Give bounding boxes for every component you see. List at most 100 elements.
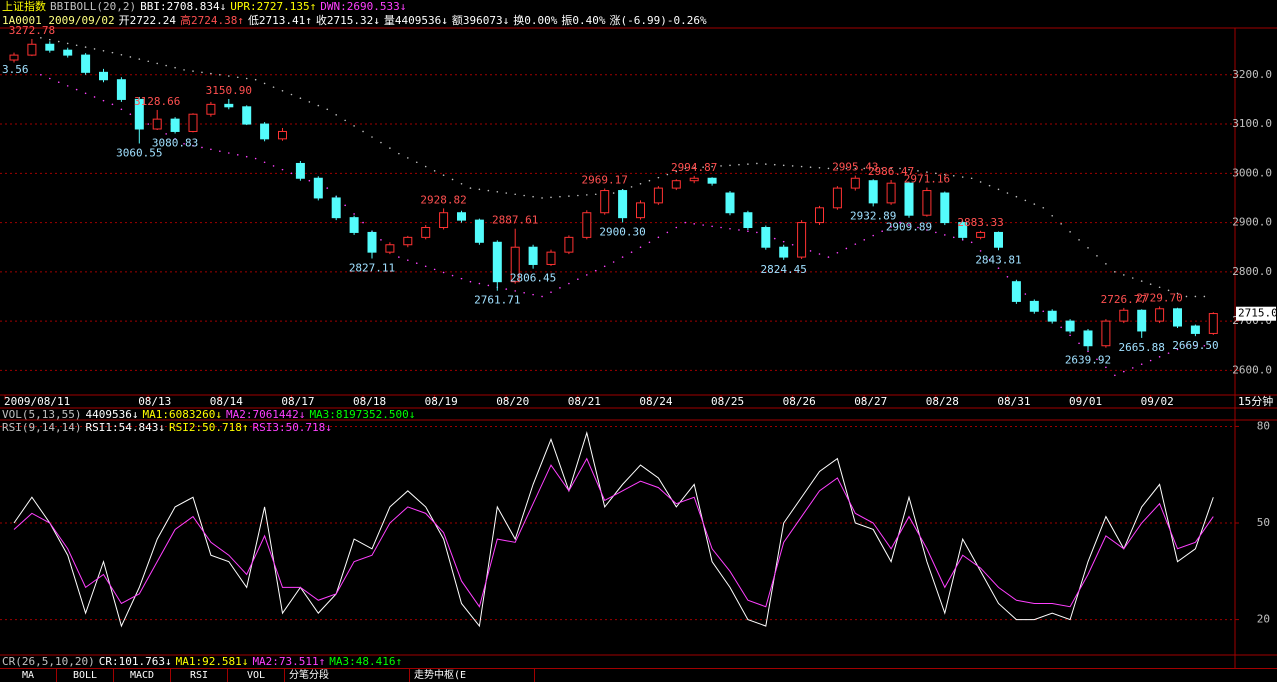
band-dot	[1105, 366, 1107, 369]
cr-line: CR(26,5,10,20) CR:101.763↓ MA1:92.581↓ MA2:…	[2, 655, 402, 669]
band-dot	[657, 176, 660, 179]
band-dot	[183, 69, 185, 71]
band-dot	[1203, 344, 1206, 347]
tab[interactable]: MA	[0, 669, 57, 682]
band-dot	[1194, 344, 1197, 347]
candle-body	[1208, 313, 1218, 334]
band-dot	[711, 225, 713, 228]
band-dot	[594, 193, 597, 196]
band-dot	[415, 262, 418, 265]
band-dot	[693, 223, 695, 225]
band-dot	[1185, 295, 1188, 298]
band-dot	[424, 265, 427, 268]
candle-body	[278, 130, 287, 140]
band-dot	[586, 194, 588, 196]
band-dot	[559, 195, 561, 198]
band-dot	[451, 274, 454, 277]
band-dot	[1149, 359, 1152, 362]
band-dot	[326, 108, 329, 111]
price-annotation: 2994.87	[671, 161, 717, 174]
band-dot	[1096, 358, 1098, 361]
band-dot	[210, 72, 212, 75]
band-dot	[1096, 255, 1098, 257]
band-dot	[1167, 352, 1170, 354]
candle-body	[260, 123, 270, 140]
last-price-box	[1236, 306, 1276, 321]
x-tick-label: 08/17	[281, 395, 314, 408]
candle-body	[1011, 281, 1021, 302]
band-dot	[192, 144, 194, 147]
candle-body	[331, 197, 341, 219]
price-annotation: 3128.66	[134, 95, 180, 108]
info-text: MA1:92.581↓	[175, 655, 249, 668]
band-dot	[756, 231, 758, 234]
candle-body	[313, 177, 323, 199]
band-dot	[782, 240, 785, 243]
band-dot	[1033, 203, 1036, 205]
candle-body	[134, 98, 144, 130]
candle-body	[385, 244, 395, 253]
band-dot	[174, 138, 176, 140]
price-annotation: 2639.92	[1065, 354, 1111, 367]
band-dot	[40, 37, 42, 39]
candle-body	[958, 222, 968, 238]
band-dot	[93, 48, 96, 50]
band-dot	[926, 171, 928, 173]
band-dot	[210, 148, 212, 151]
band-dot	[308, 101, 311, 103]
price-annotation: 3060.55	[116, 146, 162, 159]
vol-line: VOL(5,13,55) 4409536↓ MA1:6083260↓ MA2:7061…	[2, 408, 415, 422]
info-text: CR:101.763↓	[98, 655, 172, 668]
band-dot	[57, 81, 60, 83]
x-tick-label: 08/27	[854, 395, 887, 408]
band-dot	[344, 204, 346, 207]
info-text: 额396073↓	[451, 14, 510, 27]
tab[interactable]: RSI	[171, 669, 228, 682]
band-dot	[1042, 310, 1045, 313]
band-dot	[666, 231, 669, 234]
candle-body	[1137, 309, 1147, 332]
tab[interactable]: MACD	[114, 669, 171, 682]
band-dot	[1123, 370, 1125, 373]
band-dot	[263, 161, 266, 164]
tab[interactable]: 走势中枢(E	[410, 669, 535, 682]
y-tick-label: 20	[1257, 613, 1270, 626]
candle-body	[922, 190, 932, 216]
band-dot	[729, 227, 731, 230]
candle-body	[206, 103, 216, 115]
band-dot	[917, 170, 919, 172]
band-dot	[245, 77, 248, 80]
band-dot	[863, 239, 866, 241]
info-text: 涨(-6.99)-0.26%	[609, 14, 707, 27]
band-dot	[532, 195, 534, 198]
tab[interactable]: 分笔分段	[285, 669, 410, 682]
candle-body	[940, 192, 950, 224]
candle-body	[1047, 310, 1057, 322]
rsi-line	[13, 430, 1214, 628]
band-dot	[1131, 367, 1134, 369]
band-dot	[254, 78, 257, 81]
candle-body	[421, 227, 431, 238]
last-price-label: 2715.0	[1238, 307, 1277, 320]
band-dot	[1078, 342, 1080, 345]
band-dot	[1060, 223, 1062, 225]
tab[interactable]: BOLL	[57, 669, 114, 682]
info-text: RSI(9,14,14)	[2, 421, 82, 434]
band-dot	[577, 194, 579, 197]
candle-body	[1029, 300, 1039, 312]
band-dot	[478, 282, 481, 285]
candle-body	[367, 231, 377, 253]
x-tick-label: 08/26	[783, 395, 816, 408]
band-dot	[827, 256, 830, 258]
band-dot	[684, 221, 687, 224]
band-dot	[1024, 293, 1027, 295]
info-text: RSI3:50.718↓	[252, 421, 332, 434]
band-dot	[1123, 274, 1125, 276]
band-dot	[935, 172, 937, 175]
candle-body	[188, 113, 198, 132]
info-text: 振0.40%	[561, 14, 606, 27]
band-dot	[720, 226, 722, 229]
tab[interactable]: VOL	[228, 669, 285, 682]
band-dot	[800, 165, 803, 168]
band-dot	[1149, 283, 1152, 285]
